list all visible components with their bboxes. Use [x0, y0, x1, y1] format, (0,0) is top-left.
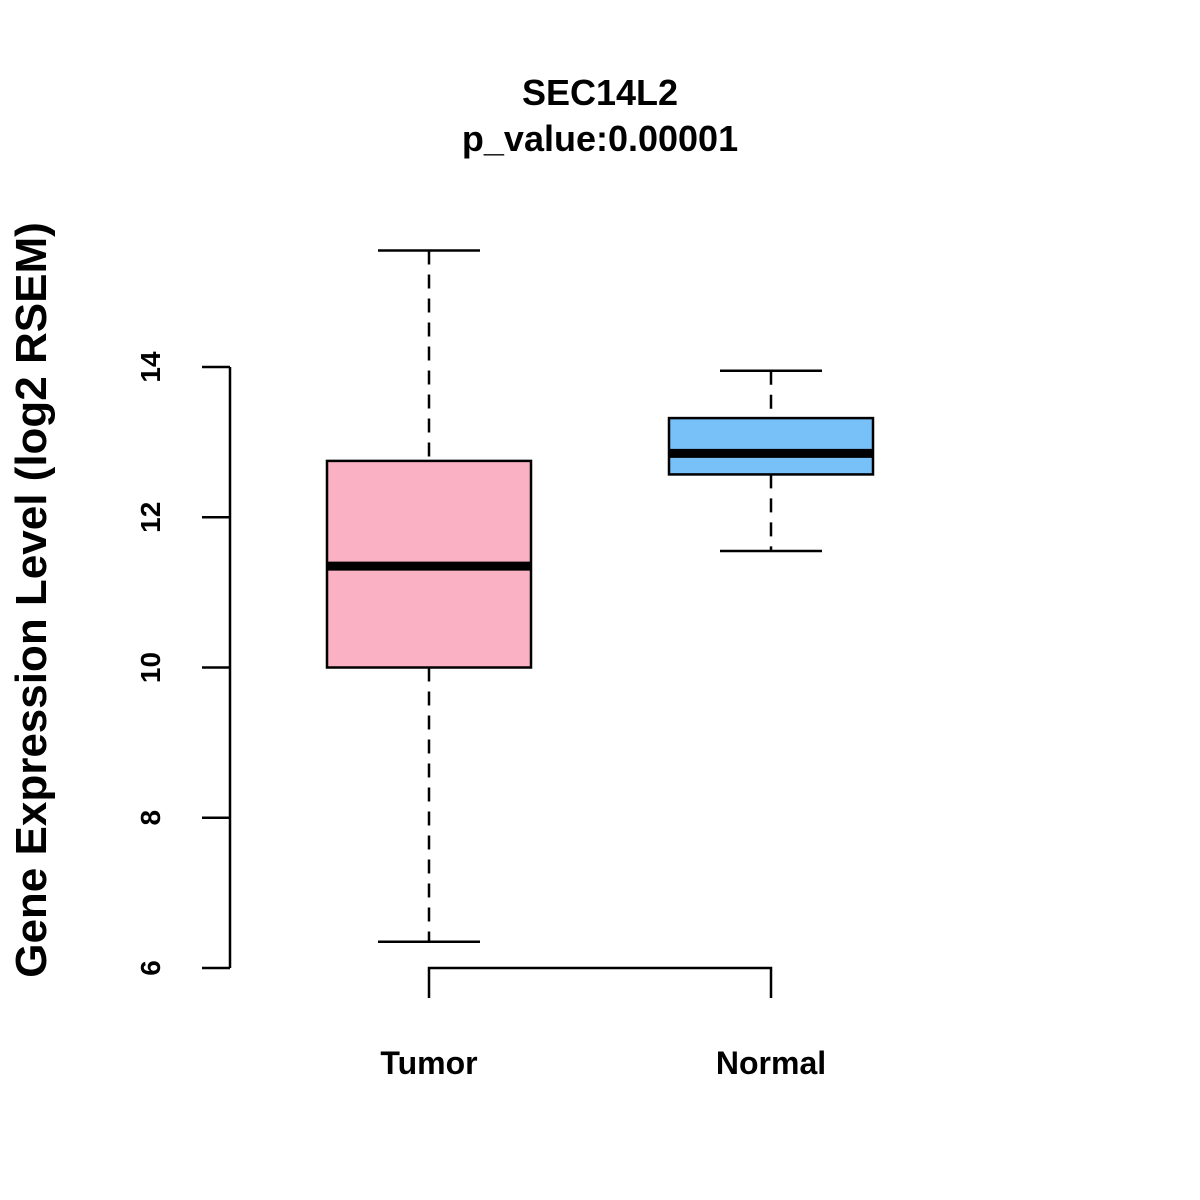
chart-title: SEC14L2 — [522, 72, 678, 113]
y-tick-label: 10 — [135, 652, 166, 683]
comparison-bracket — [427, 966, 773, 998]
y-tick-label: 6 — [135, 960, 166, 976]
y-tick-label: 12 — [135, 502, 166, 533]
y-tick-label: 8 — [135, 810, 166, 826]
y-axis: 6 8 10 12 14 — [135, 351, 232, 976]
box-normal — [667, 369, 875, 553]
iqr-box — [667, 416, 875, 476]
bracket-line — [427, 966, 773, 998]
x-axis-labels: Tumor Normal — [380, 1045, 826, 1081]
box-tumor — [325, 249, 533, 943]
y-tick-label: 14 — [135, 351, 166, 383]
chart-subtitle: p_value:0.00001 — [462, 118, 738, 159]
x-label-normal: Normal — [716, 1045, 826, 1081]
boxes-group — [325, 249, 875, 943]
x-label-tumor: Tumor — [380, 1045, 477, 1081]
y-axis-label: Gene Expression Level (log2 RSEM) — [7, 222, 56, 978]
